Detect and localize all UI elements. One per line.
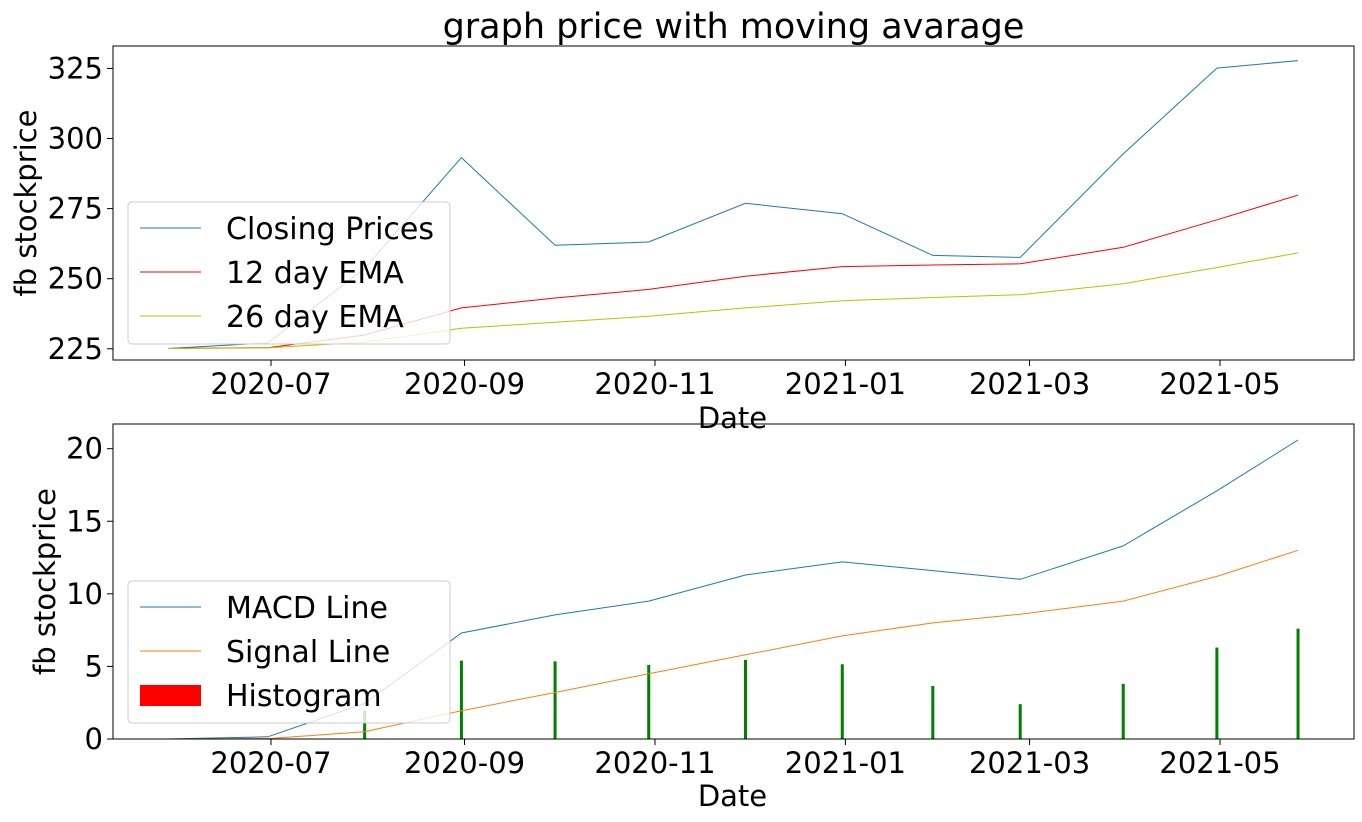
plot-frame [112, 423, 1355, 740]
y-tick-label: 20 [66, 432, 103, 466]
legend-swatch [140, 685, 201, 706]
y-axis-label: fb stockprice [28, 488, 62, 675]
x-tick-label: 2021-03 [969, 367, 1090, 401]
histogram-bar [553, 661, 557, 739]
legend-label: MACD Line [226, 591, 388, 626]
x-tick-label: 2020-07 [210, 367, 331, 401]
y-tick-label: 325 [48, 51, 103, 85]
legend-label: Closing Prices [226, 212, 434, 247]
x-tick-label: 2021-03 [969, 746, 1090, 780]
legend-box [127, 201, 451, 345]
y-tick-label: 5 [85, 649, 103, 683]
legend: Closing Prices 12 day EMA 26 day EMA [127, 201, 451, 345]
x-tick-label: 2020-09 [404, 746, 525, 780]
y-tick-label: 300 [48, 122, 103, 156]
chart-title: graph price with moving avarage [443, 7, 1025, 47]
legend-box [127, 580, 451, 724]
histogram-bar [1018, 704, 1022, 739]
histogram-bar [840, 664, 844, 739]
y-tick-label: 275 [48, 192, 103, 226]
histogram-bar [363, 710, 367, 739]
x-tick-label: 2020-11 [594, 746, 715, 780]
y-tick-label: 225 [48, 332, 103, 366]
legend-label: 12 day EMA [226, 256, 404, 291]
x-tick-label: 2021-05 [1159, 367, 1280, 401]
y-tick-label: 10 [66, 577, 103, 611]
legend: MACD Line Signal Line Histogram [127, 580, 451, 724]
x-tick-label: 2020-09 [404, 367, 525, 401]
chart-panel-2: 2020-07 2020-09 2020-11 2021-01 2021-03 2021-… [28, 423, 1355, 813]
legend-label: 26 day EMA [226, 300, 404, 335]
histogram-bar [1215, 647, 1219, 739]
y-tick-label: 0 [85, 722, 103, 756]
histogram-bar [931, 686, 935, 739]
histogram-bar [459, 660, 463, 739]
y-tick-label: 15 [66, 504, 103, 538]
histogram-bar [744, 659, 747, 739]
series-line-signal-line [167, 549, 1299, 740]
x-tick-label: 2021-01 [785, 746, 906, 780]
x-tick-label: 2020-07 [210, 746, 331, 780]
legend-label: Histogram [226, 679, 382, 714]
histogram-bar [1121, 683, 1125, 739]
histogram-bar [647, 664, 651, 739]
x-axis-label: Date [698, 779, 767, 813]
chart-panel-1: graph price with moving avarage 2020-07 20… [9, 7, 1355, 435]
y-axis-label: fb stockprice [9, 110, 43, 297]
plot-frame [112, 45, 1355, 361]
x-tick-label: 2021-01 [785, 367, 906, 401]
x-tick-label: 2021-05 [1159, 746, 1280, 780]
y-tick-label: 250 [48, 262, 103, 296]
legend-label: Signal Line [226, 635, 390, 670]
x-axis-label: Date [698, 401, 767, 435]
x-tick-label: 2020-11 [594, 367, 715, 401]
histogram-bar [1296, 628, 1300, 739]
